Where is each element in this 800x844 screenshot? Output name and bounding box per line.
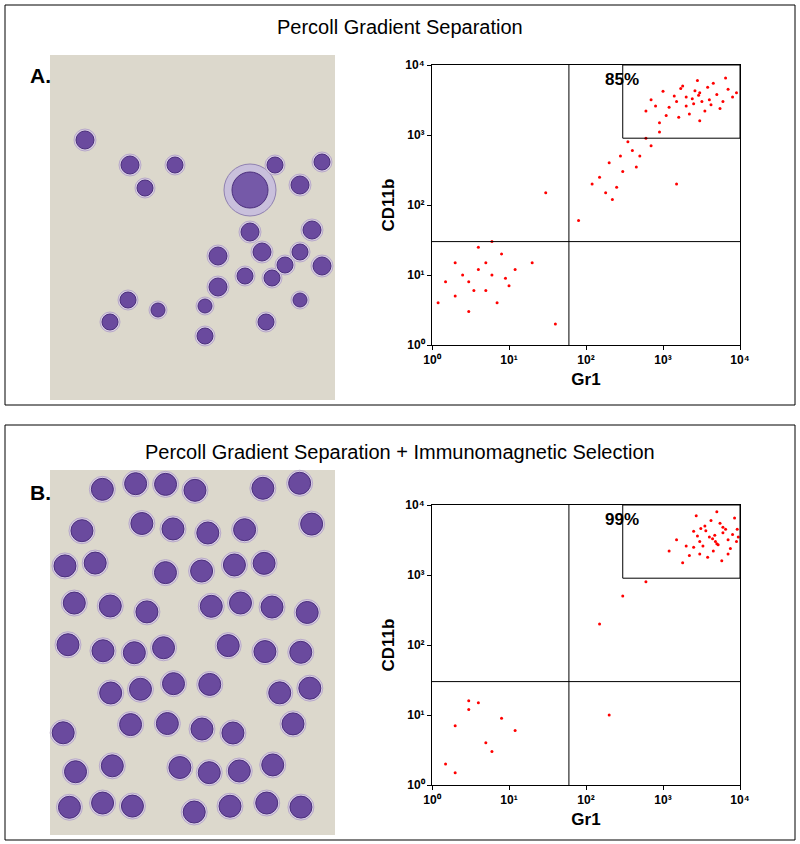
svg-text:10¹: 10¹ xyxy=(407,708,424,722)
svg-text:Percoll Gradient Separation +: Percoll Gradient Separation + Immunomagn… xyxy=(145,441,655,463)
svg-text:99%: 99% xyxy=(605,510,639,529)
svg-text:10⁰: 10⁰ xyxy=(423,793,441,807)
svg-text:10¹: 10¹ xyxy=(500,353,517,367)
svg-text:10⁴: 10⁴ xyxy=(405,58,424,72)
svg-text:10³: 10³ xyxy=(654,353,671,367)
svg-text:Gr1: Gr1 xyxy=(571,370,600,389)
svg-text:10⁰: 10⁰ xyxy=(423,353,441,367)
svg-text:10³: 10³ xyxy=(407,128,424,142)
svg-text:CD11b: CD11b xyxy=(379,179,398,232)
svg-text:10²: 10² xyxy=(577,793,594,807)
svg-text:10²: 10² xyxy=(407,638,424,652)
svg-text:CD11b: CD11b xyxy=(379,619,398,672)
svg-text:10¹: 10¹ xyxy=(500,793,517,807)
svg-text:10⁴: 10⁴ xyxy=(730,793,749,807)
svg-text:Percoll Gradient Separation: Percoll Gradient Separation xyxy=(277,16,523,38)
svg-text:A.: A. xyxy=(30,64,51,87)
svg-text:B.: B. xyxy=(30,481,51,504)
svg-text:10³: 10³ xyxy=(654,793,671,807)
svg-text:10⁴: 10⁴ xyxy=(405,498,424,512)
svg-text:Gr1: Gr1 xyxy=(571,810,600,829)
svg-text:10²: 10² xyxy=(407,198,424,212)
svg-text:85%: 85% xyxy=(605,70,639,89)
svg-text:10⁴: 10⁴ xyxy=(730,353,749,367)
svg-text:10¹: 10¹ xyxy=(407,268,424,282)
svg-text:10²: 10² xyxy=(577,353,594,367)
svg-text:10⁰: 10⁰ xyxy=(407,338,425,352)
svg-text:10⁰: 10⁰ xyxy=(407,778,425,792)
svg-text:10³: 10³ xyxy=(407,568,424,582)
